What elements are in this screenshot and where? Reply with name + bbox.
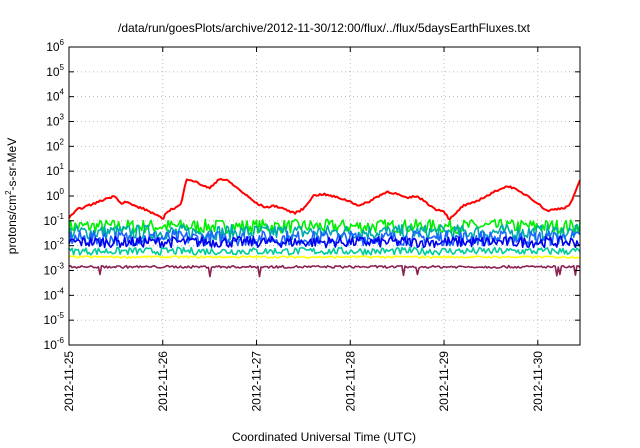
y-tick-label: 106 xyxy=(46,38,64,54)
y-tick-label: 10-5 xyxy=(44,311,65,327)
y-tick-label: 102 xyxy=(46,137,64,153)
y-tick-label: 104 xyxy=(46,88,64,104)
y-tick-label: 103 xyxy=(46,113,64,129)
x-tick-label: 2012-11-30 xyxy=(531,351,545,412)
y-tick-label: 10-4 xyxy=(44,286,65,302)
x-tick-label: 2012-11-29 xyxy=(437,351,451,412)
x-axis: 2012-11-25 2012-11-26 2012-11-27 2012-11-28… xyxy=(62,47,545,412)
series-line xyxy=(68,218,581,235)
series-line xyxy=(68,230,581,247)
x-tick-label: 2012-11-27 xyxy=(250,351,264,412)
series-line xyxy=(68,235,581,249)
y-tick-label: 10-1 xyxy=(44,212,65,228)
x-axis-label: Coordinated Universal Time (UTC) xyxy=(232,430,416,444)
y-axis-label: protons/cm2-s-sr-MeV xyxy=(4,138,19,254)
series-group xyxy=(68,178,581,278)
x-tick-label: 2012-11-26 xyxy=(156,351,170,412)
y-tick-label: 101 xyxy=(46,162,64,178)
series-line xyxy=(68,255,580,259)
y-tick-label: 100 xyxy=(46,187,64,203)
y-tick-label: 10-6 xyxy=(44,336,65,352)
series-line xyxy=(68,178,581,221)
series-line xyxy=(68,264,581,278)
x-tick-label: 2012-11-28 xyxy=(343,351,357,412)
series-line xyxy=(68,246,581,256)
y-tick-label: 105 xyxy=(46,63,64,79)
y-tick-label: 10-3 xyxy=(44,262,65,278)
grid-lines xyxy=(69,47,580,345)
chart-title: /data/run/goesPlots/archive/2012-11-30/1… xyxy=(118,21,531,35)
x-tick-label: 2012-11-25 xyxy=(62,351,76,412)
y-tick-label: 10-2 xyxy=(44,237,65,253)
y-axis: 10-6 10-5 10-4 10-3 10-2 10-1 100 101 102 103 104 1… xyxy=(44,38,580,352)
